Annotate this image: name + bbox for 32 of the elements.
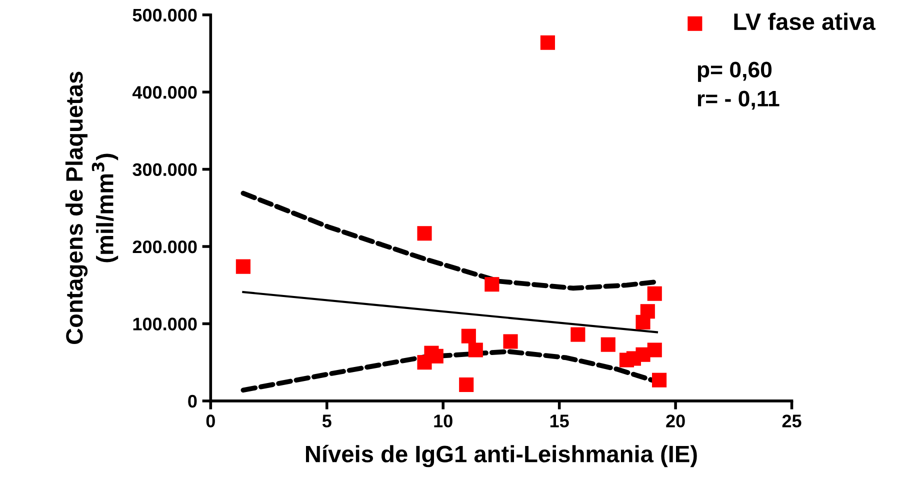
point xyxy=(600,337,616,352)
x-tick-label: 5 xyxy=(322,414,332,428)
line-series xyxy=(240,190,658,291)
y-tick-label: 400.000 xyxy=(132,86,197,99)
point xyxy=(417,226,432,241)
point xyxy=(484,277,500,292)
point xyxy=(647,342,662,358)
x-tick-label: 0 xyxy=(206,414,215,428)
y-tick-label: 100.000 xyxy=(133,318,197,330)
annotation: r= - 0,11 xyxy=(698,90,780,110)
point xyxy=(640,304,655,319)
x-tick-label: 25 xyxy=(782,414,802,428)
y-tick-label: 200.000 xyxy=(132,240,197,254)
point xyxy=(468,342,483,358)
annotation: p= 0,60 xyxy=(698,62,772,82)
point xyxy=(647,286,662,301)
point xyxy=(652,372,667,388)
point xyxy=(461,328,476,344)
legend-label: LV fase ativa xyxy=(734,12,876,30)
point xyxy=(540,35,555,50)
point xyxy=(570,327,586,342)
x-axis-title: Níveis de IgG1 anti-Leishmania (IE) xyxy=(306,444,697,468)
point xyxy=(236,259,250,274)
point xyxy=(459,377,474,392)
y-tick-label: 300.000 xyxy=(132,163,197,176)
y-tick-label: 0 xyxy=(188,394,197,408)
y-axis-title: Contagens de Plaquetas (mil/mm$^{3}$) xyxy=(65,72,118,344)
x-tick-label: 15 xyxy=(550,414,569,428)
point xyxy=(503,334,518,349)
y-tick-label: 500.000 xyxy=(132,8,197,22)
x-tick-label: 20 xyxy=(666,414,685,428)
x-tick-label: 10 xyxy=(434,414,452,428)
